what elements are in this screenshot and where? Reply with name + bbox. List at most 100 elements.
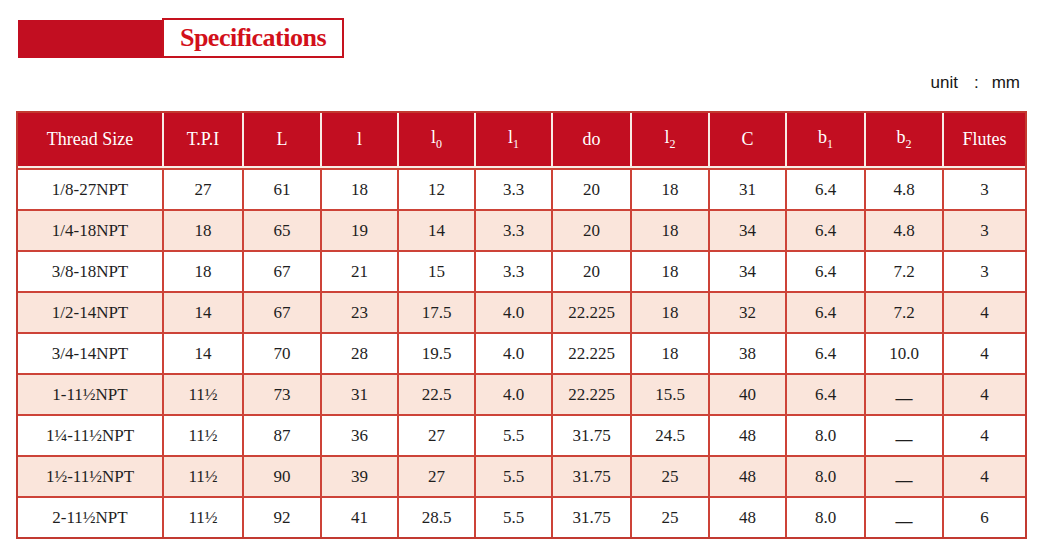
table-cell-value: 22.225	[568, 344, 615, 364]
column-header-c: C	[708, 113, 785, 168]
table-cell-value: 18	[351, 180, 368, 200]
table-cell-value: 28	[351, 344, 368, 364]
table-cell: 4.0	[474, 291, 551, 332]
table-cell: 21	[320, 250, 397, 291]
table-cell-value: 4.0	[503, 344, 524, 364]
table-cell: 22.225	[551, 291, 630, 332]
table-cell: 20	[551, 209, 630, 250]
table-cell: 3/8-18NPT	[18, 250, 162, 291]
page: { "page": { "title": "Specifications", "…	[0, 0, 1041, 554]
table-cell-value: 1/4-18NPT	[52, 221, 129, 241]
table-cell-value: 15	[428, 262, 445, 282]
column-header-subscript: 1	[827, 137, 833, 151]
column-header-label: Thread Size	[47, 129, 133, 149]
table-cell-value: 10.0	[889, 344, 919, 364]
table-cell-value: 87	[274, 426, 291, 446]
table-cell-value: —	[896, 471, 913, 491]
column-header-l-0: l0	[397, 113, 474, 168]
table-cell: 3.3	[474, 250, 551, 291]
table-cell-value: 4	[980, 385, 989, 405]
table-cell-value: 6.4	[815, 303, 836, 323]
table-cell-value: 3/8-18NPT	[52, 262, 129, 282]
table-cell: 11½	[162, 373, 242, 414]
column-header-label: l	[357, 129, 362, 149]
table-cell: 4.8	[864, 168, 942, 209]
table-cell-value: 11½	[188, 467, 217, 487]
table-cell: 18	[630, 250, 708, 291]
column-header-l: l	[320, 113, 397, 168]
table-cell-value: 1-11½NPT	[52, 385, 127, 405]
table-cell-value: 3	[980, 221, 989, 241]
table-cell-value: 14	[195, 303, 212, 323]
table-cell-value: 27	[428, 467, 445, 487]
table-cell-value: 20	[583, 262, 600, 282]
table-cell: 31.75	[551, 496, 630, 537]
table-cell-value: 8.0	[815, 467, 836, 487]
table-cell: 1¼-11½NPT	[18, 414, 162, 455]
table-cell-value: 11½	[188, 508, 217, 528]
table-cell: 4	[942, 291, 1025, 332]
table-cell-value: 48	[739, 426, 756, 446]
table-cell-value: 92	[274, 508, 291, 528]
table-cell-value: 6.4	[815, 221, 836, 241]
table-cell-value: 6.4	[815, 262, 836, 282]
table-cell: 10.0	[864, 332, 942, 373]
table-cell-value: 18	[195, 221, 212, 241]
column-header-subscript: 1	[513, 137, 519, 151]
table-row: 2-11½NPT11½924128.55.531.7525488.0—6	[18, 496, 1025, 537]
table-cell-value: 61	[274, 180, 291, 200]
table-cell-value: 18	[662, 262, 679, 282]
column-header-do: do	[551, 113, 630, 168]
table-cell: 20	[551, 168, 630, 209]
table-cell: 7.2	[864, 291, 942, 332]
table-cell-value: 22.225	[568, 385, 615, 405]
table-cell: 7.2	[864, 250, 942, 291]
table-cell-value: 32	[739, 303, 756, 323]
table-cell: 31.75	[551, 414, 630, 455]
table-cell: 18	[630, 291, 708, 332]
table-cell: 73	[242, 373, 320, 414]
column-header-label: Flutes	[962, 129, 1006, 149]
table-cell-value: 31	[351, 385, 368, 405]
table-cell: 48	[708, 414, 785, 455]
table-cell: 18	[162, 250, 242, 291]
section-title-box: Specifications	[162, 18, 344, 58]
table-cell-value: 4	[980, 467, 989, 487]
table-cell-value: 25	[662, 508, 679, 528]
column-header-subscript: 2	[906, 137, 912, 151]
table-cell-value: 31.75	[572, 426, 610, 446]
table-cell-value: 6.4	[815, 180, 836, 200]
table-cell-value: 17.5	[422, 303, 452, 323]
table-cell: 14	[162, 332, 242, 373]
table-cell-value: 3/4-14NPT	[52, 344, 129, 364]
table-cell-value: —	[896, 389, 913, 409]
table-cell: 34	[708, 250, 785, 291]
table-cell: 6.4	[785, 250, 864, 291]
column-header-label: C	[741, 129, 753, 149]
column-header-subscript: 0	[436, 137, 442, 151]
table-cell: 70	[242, 332, 320, 373]
table-cell: 3/4-14NPT	[18, 332, 162, 373]
table-cell: 92	[242, 496, 320, 537]
table-cell: 65	[242, 209, 320, 250]
column-header-l-1: l1	[474, 113, 551, 168]
table-cell-value: 11½	[188, 426, 217, 446]
table-cell: 18	[630, 209, 708, 250]
table-cell: 6.4	[785, 373, 864, 414]
table-cell: 8.0	[785, 455, 864, 496]
table-cell: 6.4	[785, 291, 864, 332]
table-cell-value: 19.5	[422, 344, 452, 364]
table-cell: 5.5	[474, 496, 551, 537]
column-header-label: T.P.I	[187, 129, 220, 149]
table-cell: 3.3	[474, 168, 551, 209]
table-row: 1-11½NPT11½733122.54.022.22515.5406.4—4	[18, 373, 1025, 414]
table-cell: 4.8	[864, 209, 942, 250]
table-cell-value: 90	[274, 467, 291, 487]
table-cell: 90	[242, 455, 320, 496]
table-cell-value: 6.4	[815, 344, 836, 364]
table-cell-value: 40	[739, 385, 756, 405]
unit-separator: :	[974, 73, 979, 92]
table-cell: 14	[162, 291, 242, 332]
table-cell: 19.5	[397, 332, 474, 373]
table-cell: 28.5	[397, 496, 474, 537]
